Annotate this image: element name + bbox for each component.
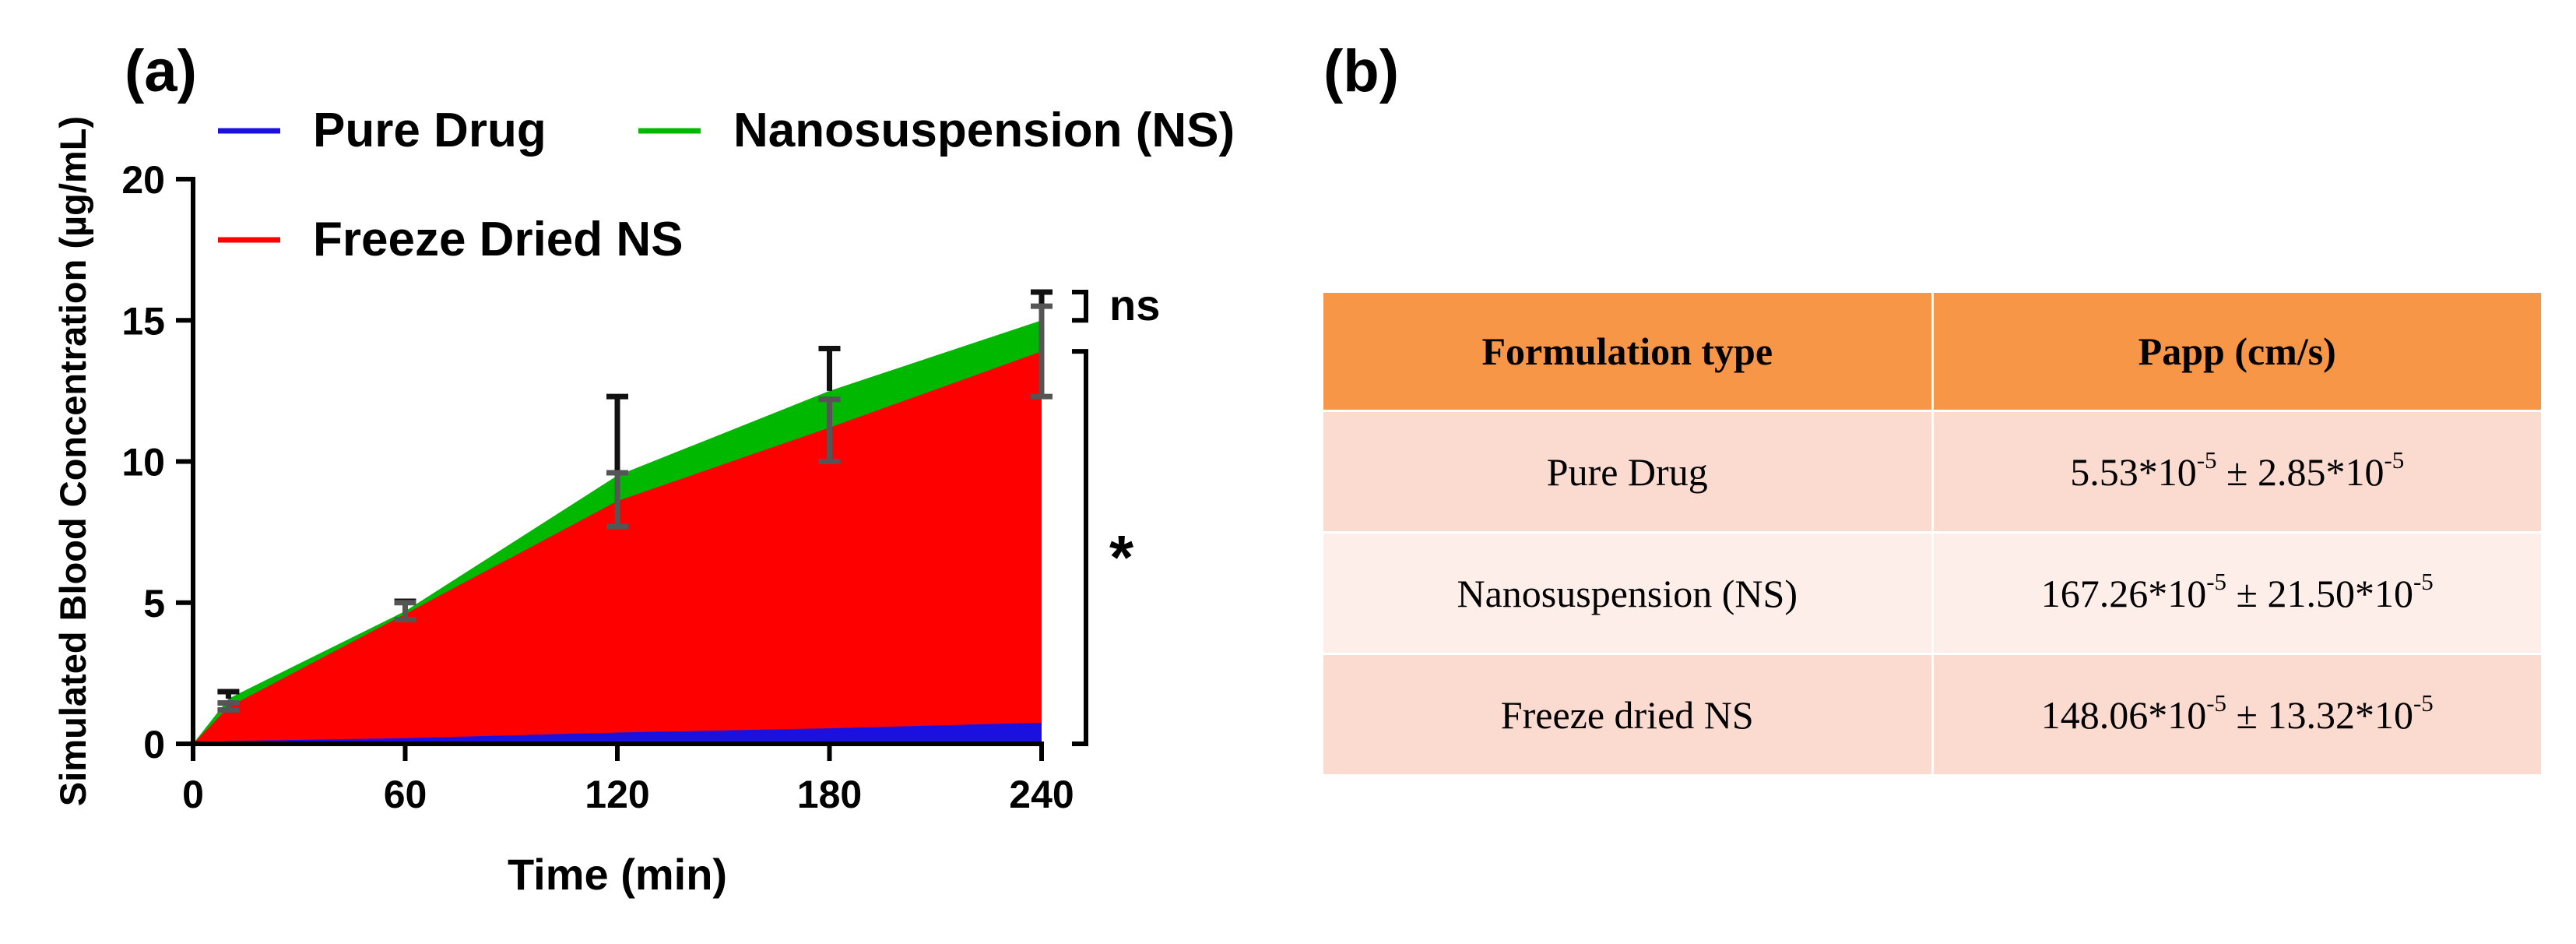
- legend-label: Freeze Dried NS: [313, 213, 684, 266]
- papp-error: 2.85*10: [2257, 449, 2384, 494]
- concentration-area-chart: 0 5 10 15 20 0 60 120 180 240 Time (min) Simulated …: [52, 104, 1235, 899]
- significance-label: *: [1109, 523, 1134, 592]
- x-tick-label: 120: [585, 773, 649, 816]
- x-tick-label: 180: [797, 773, 862, 816]
- y-tick-label: 15: [121, 299, 165, 343]
- significance-label: ns: [1109, 280, 1160, 329]
- panel-b-label: (b): [1323, 38, 1400, 104]
- error-bars-layer: [217, 289, 1053, 713]
- bracket-line: [1072, 290, 1088, 323]
- legend-item-freeze-dried-ns: Freeze Dried NS: [218, 213, 684, 266]
- error-bar-freeze-dried-ns: [606, 470, 628, 530]
- papp-value: 167.26*10: [2040, 571, 2207, 615]
- papp-error: 21.50*10: [2267, 571, 2413, 615]
- papp-error-exponent: -5: [2413, 689, 2434, 717]
- legend-item-nanosuspension-ns: Nanosuspension (NS): [638, 104, 1235, 157]
- papp-error: 13.32*10: [2267, 692, 2413, 737]
- significance-bracket: *: [1072, 349, 1134, 746]
- axes-layer: 0 5 10 15 20 0 60 120 180 240 Time (min) Simulated …: [52, 116, 1074, 899]
- table-cell-formulation: Freeze dried NS: [1321, 653, 1934, 777]
- table-header-row: Formulation type Papp (cm/s): [1321, 291, 2543, 412]
- bracket-line: [1072, 349, 1088, 746]
- plus-minus: ±: [2226, 571, 2268, 615]
- error-bar-freeze-dried-ns: [1031, 303, 1053, 400]
- table-row: Nanosuspension (NS) 167.26*10-5 ± 21.50*…: [1321, 531, 2543, 655]
- table-cell-formulation: Pure Drug: [1321, 410, 1934, 534]
- table-row: Freeze dried NS 148.06*10-5 ± 13.32*10-5: [1321, 653, 2543, 777]
- legend-label: Nanosuspension (NS): [733, 104, 1235, 157]
- error-bar-nanosuspension-ns: [818, 346, 841, 391]
- table-cell-papp: 167.26*10-5 ± 21.50*10-5: [1931, 531, 2543, 655]
- y-tick-label: 5: [143, 582, 165, 625]
- plus-minus: ±: [2216, 449, 2258, 494]
- y-tick-label: 10: [121, 441, 165, 484]
- papp-value: 5.53*10: [2070, 449, 2197, 494]
- papp-exponent: -5: [2196, 446, 2217, 474]
- papp-exponent: -5: [2206, 567, 2227, 595]
- x-tick-label: 240: [1009, 773, 1074, 816]
- papp-error-exponent: -5: [2413, 567, 2434, 595]
- plus-minus: ±: [2226, 692, 2268, 737]
- table-cell-papp: 148.06*10-5 ± 13.32*10-5: [1931, 653, 2543, 777]
- papp-error-exponent: -5: [2384, 446, 2405, 474]
- error-bar-nanosuspension-ns: [606, 393, 628, 476]
- table-header-papp: Papp (cm/s): [1931, 291, 2543, 412]
- significance-bracket: ns: [1072, 280, 1160, 329]
- legend-layer: Pure Drug Nanosuspension (NS) Freeze Dried…: [218, 104, 1235, 266]
- error-bar-freeze-dried-ns: [818, 396, 841, 464]
- panel-a-label: (a): [125, 38, 197, 104]
- x-tick-label: 60: [384, 773, 427, 816]
- table-cell-formulation: Nanosuspension (NS): [1321, 531, 1934, 655]
- table-cell-papp: 5.53*10-5 ± 2.85*10-5: [1931, 410, 2543, 534]
- papp-exponent: -5: [2206, 689, 2227, 717]
- error-bar-freeze-dried-ns: [394, 600, 416, 622]
- error-bar-freeze-dried-ns: [217, 699, 240, 713]
- y-tick-label: 0: [143, 723, 165, 766]
- x-tick-label: 0: [182, 773, 204, 816]
- areas-layer: [193, 320, 1042, 744]
- x-axis-label: Time (min): [508, 850, 727, 899]
- table-header-formulation: Formulation type: [1321, 291, 1934, 412]
- error-bar-nanosuspension-ns: [217, 689, 240, 699]
- papp-table: Formulation type Papp (cm/s) Pure Drug 5…: [1321, 291, 2543, 777]
- papp-value: 148.06*10: [2040, 692, 2207, 737]
- area-pure-drug: [193, 722, 1042, 744]
- annotations-layer: ns *: [1072, 280, 1160, 746]
- y-axis-label: Simulated Blood Concentration (µg/mL): [52, 116, 93, 806]
- table-row: Pure Drug 5.53*10-5 ± 2.85*10-5: [1321, 410, 2543, 534]
- legend-item-pure-drug: Pure Drug: [218, 104, 546, 157]
- y-tick-label: 20: [121, 158, 165, 202]
- legend-label: Pure Drug: [313, 104, 546, 157]
